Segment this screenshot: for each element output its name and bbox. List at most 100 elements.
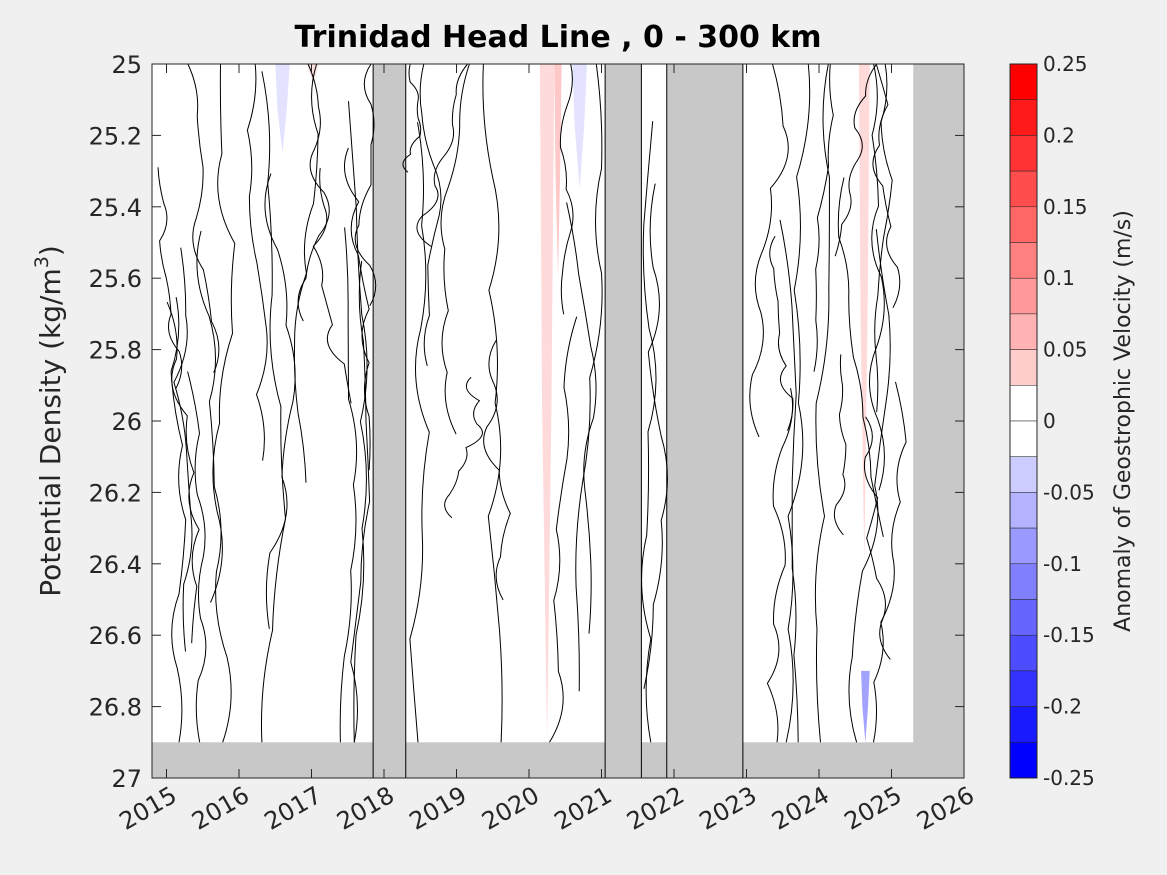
colorbar-ticks: 0.25 0.2 0.15 0.1 0.05 0 -0.05 -0.1 -0.15 -0.2 -0.… (1043, 52, 1095, 790)
contour-line (559, 63, 574, 315)
anomaly-patch (539, 64, 555, 743)
colorbar-tick-label: -0.15 (1043, 623, 1095, 647)
contour-line (549, 316, 578, 743)
colorbar-tick-label: -0.25 (1043, 766, 1095, 790)
contour-line (566, 202, 597, 634)
anomaly-patch (307, 64, 319, 82)
y-tick-label: 26 (111, 408, 142, 436)
contour-line (339, 227, 358, 743)
contour-line (293, 63, 319, 483)
contour-line (170, 297, 187, 743)
contour-line (440, 63, 470, 435)
colorbar-tick-label: 0.25 (1043, 52, 1088, 76)
contour-line (196, 230, 232, 743)
colorbar-cell (1009, 670, 1038, 707)
contour-line (187, 371, 207, 743)
contour-line (749, 63, 789, 438)
contour-line (166, 301, 200, 644)
anomaly-patch (858, 64, 870, 564)
y-axis-label: Potential Density (kg/m3) (31, 245, 67, 597)
contour-line (837, 177, 884, 538)
y-tick-label: 25.8 (89, 337, 142, 365)
contour-line (833, 354, 847, 536)
colorbar-cell (1009, 206, 1038, 243)
anomaly-patch (572, 64, 587, 189)
colorbar-cell (1009, 99, 1038, 136)
colorbar-cell (1009, 420, 1038, 457)
contour-line (813, 63, 834, 372)
y-tick-label: 26.6 (89, 622, 142, 650)
missing-data-band (152, 742, 964, 778)
colorbar-cell (1009, 456, 1038, 493)
contour-line (348, 101, 368, 743)
contour-line (246, 63, 268, 461)
colorbar-cell (1009, 135, 1038, 172)
y-tick-label: 25 (111, 51, 142, 79)
contour-line (873, 381, 907, 743)
plot-area: 25 25.2 25.4 25.6 25.8 26 26.2 26.4 26.6 26.8 27 2… (89, 51, 979, 836)
contour-line (157, 167, 183, 389)
contour-line (187, 63, 220, 373)
contour-line (344, 147, 371, 471)
colorbar-cell (1009, 599, 1038, 636)
missing-data-gap (604, 63, 642, 779)
contour-line (863, 416, 891, 660)
colorbar-cell (1009, 170, 1038, 208)
colorbar-tick-label: -0.1 (1043, 552, 1082, 576)
contour-line (354, 63, 377, 306)
contour-line (312, 167, 352, 404)
contour-line (869, 63, 885, 491)
contour-line (444, 376, 483, 519)
anomaly-layer (275, 64, 870, 743)
colorbar-cells (1009, 63, 1038, 779)
contour-line (482, 63, 503, 743)
colorbar-frame (1009, 63, 1038, 779)
colorbar-cell (1009, 277, 1038, 315)
contour-line (643, 183, 668, 689)
y-tick-label: 25.6 (89, 265, 142, 293)
contour-line (419, 63, 442, 367)
contour-line (350, 260, 371, 743)
contour-line (785, 63, 811, 743)
colorbar-cell (1009, 63, 1038, 100)
contour-line (848, 229, 891, 743)
contour-line (769, 235, 794, 431)
y-tick-label: 26.2 (89, 479, 142, 507)
contour-line (402, 63, 422, 173)
y-tick-label: 26.8 (89, 694, 142, 722)
contour-line (872, 63, 901, 309)
contour-line (834, 63, 878, 257)
y-axis: 25 25.2 25.4 25.6 25.8 26 26.2 26.4 26.6 26.8 27 (89, 51, 964, 793)
colorbar-cell (1009, 706, 1038, 743)
contour-line (264, 173, 296, 629)
contour-line (409, 122, 430, 743)
chart-title: Trinidad Head Line , 0 - 300 km (294, 20, 821, 55)
colorbar-tick-label: 0.05 (1043, 338, 1088, 362)
anomaly-patch (861, 670, 870, 743)
contour-line (766, 387, 793, 743)
colorbar-tick-label: 0 (1043, 409, 1056, 433)
contour-line (260, 71, 287, 743)
contour-line (779, 219, 799, 743)
colorbar-tick-label: -0.2 (1043, 695, 1082, 719)
anomaly-patch (275, 64, 290, 154)
y-tick-label: 26.4 (89, 551, 142, 579)
y-tick-label: 25.4 (89, 194, 142, 222)
contour-line (641, 121, 657, 743)
colorbar-cell (1009, 242, 1038, 279)
contour-line (814, 63, 830, 743)
y-tick-label: 27 (111, 765, 142, 793)
colorbar-cell (1009, 742, 1038, 779)
anomaly-patch (554, 64, 562, 279)
contour-layer (157, 63, 907, 743)
colorbar-cell (1009, 634, 1038, 672)
colorbar-tick-label: 0.2 (1043, 123, 1075, 147)
colorbar-cell (1009, 563, 1038, 600)
contour-line (575, 63, 603, 692)
colorbar-cell (1009, 385, 1038, 422)
colorbar-tick-label: -0.05 (1043, 480, 1095, 504)
colorbar-label: Anomaly of Geostrophic Velocity (m/s) (1111, 210, 1136, 632)
colorbar-cell (1009, 527, 1038, 565)
contour-line (210, 63, 236, 603)
